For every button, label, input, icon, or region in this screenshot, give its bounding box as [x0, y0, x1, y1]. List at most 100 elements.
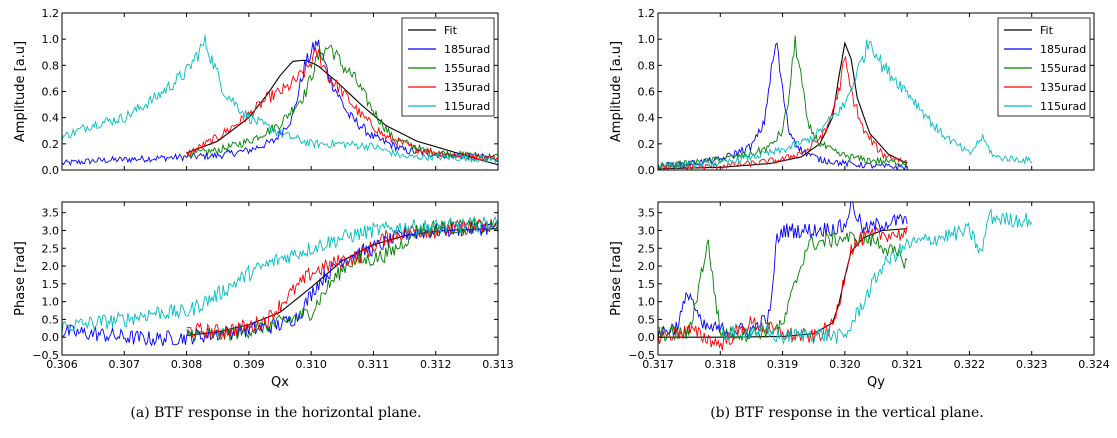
- xtick-label: 0.312: [420, 358, 452, 371]
- ytick-label: 1.0: [638, 33, 656, 46]
- ytick-label: 0.0: [638, 164, 656, 177]
- series-line-fit: [658, 41, 908, 170]
- series-line-135urad: [186, 46, 498, 162]
- ytick-label: 0.8: [42, 59, 60, 72]
- xtick-label: 0.311: [358, 358, 390, 371]
- series-line-135urad: [658, 226, 908, 351]
- legend-label: 155urad: [444, 62, 490, 75]
- ytick-label: 2.0: [42, 260, 60, 273]
- axes-frame: [657, 201, 1095, 356]
- ylabel: Phase [rad]: [609, 241, 624, 316]
- legend-label: 135urad: [444, 81, 490, 94]
- series-line-155urad: [186, 44, 498, 161]
- series-line-115urad: [62, 34, 498, 164]
- xtick-label: 0.318: [705, 358, 737, 371]
- ytick-label: 1.5: [638, 278, 656, 291]
- ytick-label: 0.4: [42, 112, 60, 125]
- ytick-label: 1.5: [42, 278, 60, 291]
- ytick-label: 0.6: [42, 86, 60, 99]
- panel-h_phase: −0.5 0.0 0.5 1.0 1.5 2.0 2.5 3.0 3.5 0.306 0.307 0.…: [13, 201, 514, 390]
- axes-frame: [61, 201, 499, 356]
- xtick-label: 0.317: [642, 358, 674, 371]
- series-group: [62, 215, 498, 347]
- legend-label: Fit: [1040, 24, 1054, 37]
- ytick-label: 3.5: [638, 207, 656, 220]
- xlabel: Qy: [867, 375, 885, 390]
- ylabel: Phase [rad]: [13, 241, 28, 316]
- ylabel: Amplitude [a.u]: [609, 41, 624, 142]
- ytick-label: 0.5: [42, 313, 60, 326]
- xtick-label: 0.309: [233, 358, 265, 371]
- ytick-label: 0.2: [638, 138, 656, 151]
- xtick-label: 0.321: [891, 358, 923, 371]
- ytick-label: 0.2: [42, 138, 60, 151]
- series-line-155urad: [658, 230, 908, 344]
- series-line-fit: [186, 59, 498, 166]
- series-line-155urad: [658, 35, 908, 170]
- ytick-label: 2.0: [638, 260, 656, 273]
- panel-v_phase: −0.5 0.0 0.5 1.0 1.5 2.0 2.5 3.0 3.5 0.317 0.318 0.…: [609, 201, 1110, 390]
- series-line-115urad: [658, 39, 1033, 170]
- series-line-115urad: [720, 208, 1033, 346]
- legend-box: [401, 17, 495, 117]
- legend-label: 115urad: [1040, 100, 1086, 113]
- ytick-label: 1.2: [638, 7, 656, 20]
- xtick-label: 0.324: [1078, 358, 1110, 371]
- ytick-label: 3.5: [42, 207, 60, 220]
- ytick-label: 3.0: [42, 224, 60, 237]
- xtick-label: 0.320: [829, 358, 861, 371]
- series-line-185urad: [658, 202, 908, 340]
- series-line-185urad: [658, 42, 908, 170]
- xtick-label: 0.308: [171, 358, 203, 371]
- ytick-label: 1.0: [42, 33, 60, 46]
- series-line-185urad: [62, 220, 498, 347]
- xtick-label: 0.307: [109, 358, 141, 371]
- series-group: [62, 34, 498, 167]
- legend: Fit 185urad 155urad 135urad 115urad: [997, 17, 1091, 117]
- ylabel: Amplitude [a.u]: [13, 41, 28, 142]
- legend-label: 185urad: [444, 43, 490, 56]
- legend-box: [997, 17, 1091, 117]
- xtick-label: 0.322: [954, 358, 986, 371]
- series-line-115urad: [62, 215, 498, 333]
- series-group: [658, 35, 1033, 170]
- ytick-label: 2.5: [42, 242, 60, 255]
- ytick-label: 0.5: [638, 313, 656, 326]
- ytick-label: 0.0: [42, 164, 60, 177]
- xlabel: Qx: [271, 375, 289, 390]
- ytick-label: 0.0: [42, 331, 60, 344]
- series-line-135urad: [186, 219, 498, 340]
- series-line-155urad: [186, 217, 498, 343]
- xtick-label: 0.319: [767, 358, 799, 371]
- ytick-label: −0.5: [32, 349, 59, 362]
- ytick-label: 2.5: [638, 242, 656, 255]
- legend: Fit 185urad 155urad 135urad 115urad: [401, 17, 495, 117]
- ytick-label: 0.4: [638, 112, 656, 125]
- series-line-fit: [658, 228, 908, 338]
- legend-label: 115urad: [444, 100, 490, 113]
- legend-label: Fit: [444, 24, 458, 37]
- caption-horizontal: (a) BTF response in the horizontal plane…: [130, 405, 422, 421]
- xtick-label: 0.323: [1016, 358, 1048, 371]
- legend-label: 155urad: [1040, 62, 1086, 75]
- legend-label: 185urad: [1040, 43, 1086, 56]
- xtick-label: 0.313: [482, 358, 514, 371]
- xtick-label: 0.310: [295, 358, 327, 371]
- series-line-fit: [186, 228, 498, 336]
- ytick-label: 1.2: [42, 7, 60, 20]
- panel-v_amp: 0.0 0.2 0.4 0.6 0.8 1.0 1.2 Amplitude [a.u] Fit 1…: [609, 7, 1095, 177]
- legend-label: 135urad: [1040, 81, 1086, 94]
- ytick-label: 3.0: [638, 224, 656, 237]
- ytick-label: 1.0: [638, 296, 656, 309]
- ytick-label: 0.6: [638, 86, 656, 99]
- series-group: [658, 202, 1033, 351]
- caption-vertical: (b) BTF response in the vertical plane.: [710, 405, 984, 421]
- panel-h_amp: 0.0 0.2 0.4 0.6 0.8 1.0 1.2 Amplitude [a.u] Fit 1…: [13, 7, 499, 177]
- series-line-135urad: [658, 55, 908, 170]
- ytick-label: 0.8: [638, 59, 656, 72]
- xtick-label: 0.306: [46, 358, 78, 371]
- ytick-label: 0.0: [638, 331, 656, 344]
- ytick-label: 1.0: [42, 296, 60, 309]
- ytick-label: −0.5: [628, 349, 655, 362]
